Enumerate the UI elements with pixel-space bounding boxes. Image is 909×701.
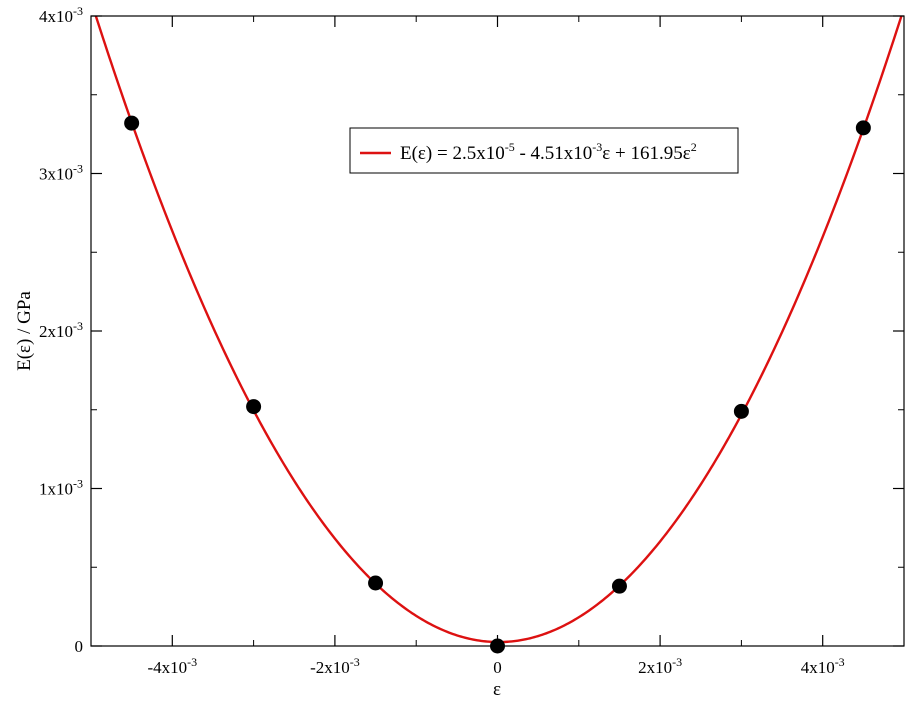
fit-curve-line xyxy=(94,16,903,644)
legend: E(ε) = 2.5x10-5 - 4.51x10-3ε + 161.95ε2 xyxy=(349,127,739,174)
x-tick-label: -2x10-3 xyxy=(310,655,360,677)
y-axis-title: E(ε) / GPa xyxy=(14,291,35,371)
data-point xyxy=(733,403,749,419)
y-tick-label: 0 xyxy=(75,637,84,656)
data-point xyxy=(124,115,140,131)
data-point xyxy=(855,120,871,136)
x-tick-label: 4x10-3 xyxy=(801,655,845,677)
y-tick-label: 4x10-3 xyxy=(39,4,83,26)
x-tick-label: -4x10-3 xyxy=(147,655,197,677)
x-axis-title: ε xyxy=(493,679,501,700)
data-point xyxy=(611,578,627,594)
legend-label: E(ε) = 2.5x10-5 - 4.51x10-3ε + 161.95ε2 xyxy=(400,140,697,164)
y-tick-label: 3x10-3 xyxy=(39,162,83,184)
x-tick-label: 2x10-3 xyxy=(638,655,682,677)
y-tick-label: 1x10-3 xyxy=(39,477,83,499)
data-point xyxy=(368,575,384,591)
y-tick-label: 2x10-3 xyxy=(39,319,83,341)
legend-box xyxy=(349,127,739,174)
data-point xyxy=(246,399,262,415)
x-tick-label: 0 xyxy=(493,658,502,677)
